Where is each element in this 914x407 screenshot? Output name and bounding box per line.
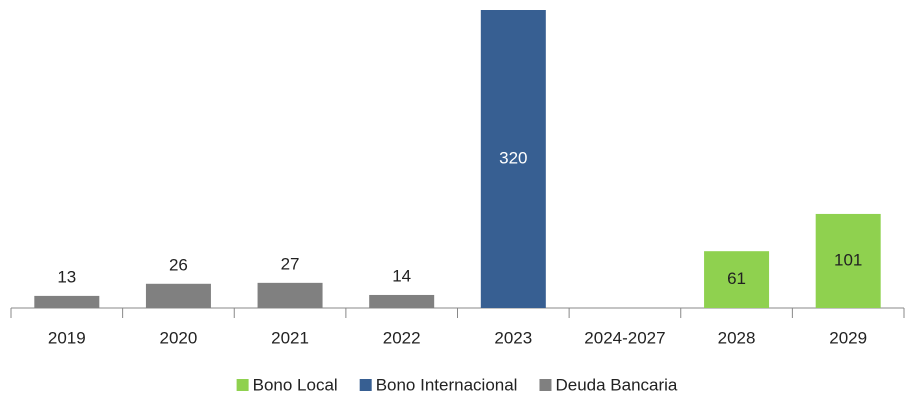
x-tick-label: 2023: [494, 328, 532, 347]
bar: [480, 10, 546, 308]
legend-label: Bono Internacional: [376, 375, 518, 394]
x-tick-label: 2020: [160, 328, 198, 347]
x-tick-label: 2021: [271, 328, 309, 347]
x-tick-label: 2022: [383, 328, 421, 347]
legend-swatch: [236, 379, 249, 391]
bar: [257, 282, 323, 308]
bar: [145, 283, 211, 308]
bar: [34, 295, 100, 308]
data-label: 61: [727, 269, 746, 288]
bar: [704, 251, 770, 308]
x-tick-label: 2029: [829, 328, 867, 347]
data-label: 27: [281, 254, 300, 273]
legend-label: Deuda Bancaria: [555, 375, 677, 394]
data-label: 26: [169, 255, 188, 274]
legend-swatch: [539, 379, 552, 391]
data-label: 13: [57, 267, 76, 286]
data-label: 14: [392, 266, 411, 285]
bar: [369, 294, 435, 308]
legend-label: Bono Local: [253, 375, 338, 394]
x-tick-label: 2019: [48, 328, 86, 347]
data-label: 320: [499, 148, 527, 167]
bar: [815, 213, 881, 308]
x-tick-label: 2024-2027: [584, 328, 665, 347]
legend-swatch: [359, 379, 372, 391]
data-label: 101: [834, 250, 862, 269]
x-tick-label: 2028: [718, 328, 756, 347]
